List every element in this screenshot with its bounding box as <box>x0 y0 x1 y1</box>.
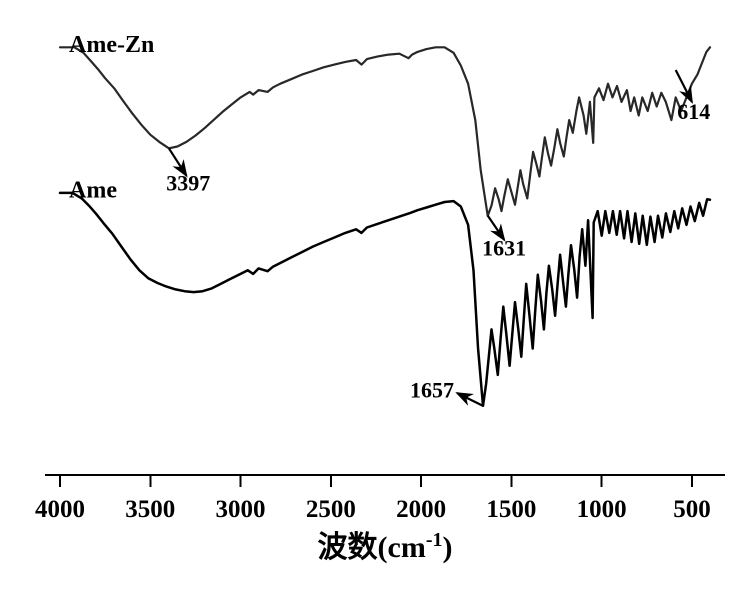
x-tick-label: 3000 <box>216 496 266 523</box>
x-tick-label: 1500 <box>486 496 536 523</box>
x-axis-label-text: 波数 <box>318 531 379 564</box>
x-tick-label: 3500 <box>125 496 175 523</box>
peak-arrow-1657 <box>457 393 483 406</box>
spectrum-ame <box>60 193 710 406</box>
x-tick-label: 2500 <box>306 496 356 523</box>
chart-svg: 4000 3500 3000 2500 2000 1500 1000 500 波数(cm-1) A… <box>0 0 740 598</box>
x-tick-label: 1000 <box>577 496 627 523</box>
x-tick-label: 4000 <box>35 496 85 523</box>
peak-label-1631: 1631 <box>482 236 526 261</box>
peak-label-1657: 1657 <box>410 378 454 403</box>
peak-arrow-614 <box>676 70 692 102</box>
series-label-ame-zn: Ame-Zn <box>69 32 154 58</box>
peak-label-3397: 3397 <box>166 171 210 196</box>
peak-label-614: 614 <box>677 99 710 124</box>
spectrum-ame-zn <box>60 47 710 215</box>
series-label-ame: Ame <box>69 177 117 203</box>
x-axis-label: 波数(cm-1) <box>318 529 453 564</box>
ftir-chart: 4000 3500 3000 2500 2000 1500 1000 500 波数(cm-1) A… <box>0 0 740 598</box>
x-tick-label: 500 <box>673 496 711 523</box>
x-tick-label: 2000 <box>396 496 446 523</box>
